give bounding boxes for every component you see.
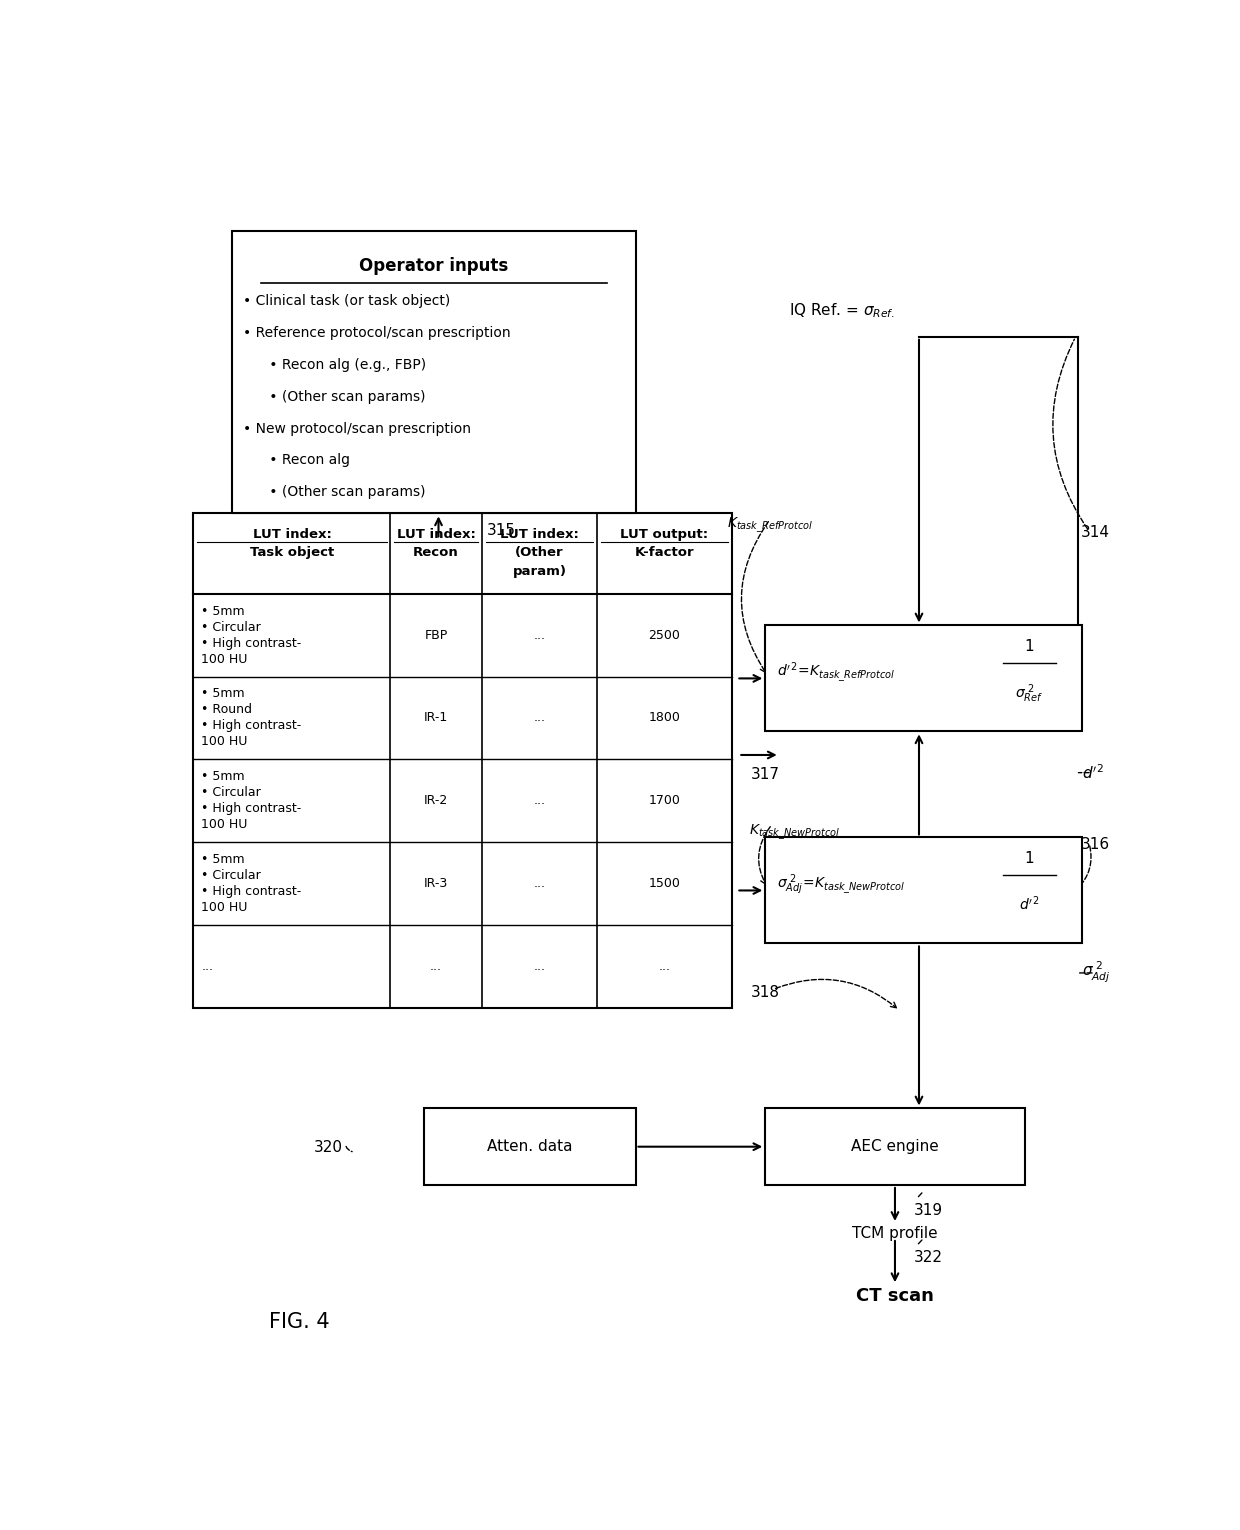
Text: 1800: 1800 [649, 711, 681, 725]
Text: IR-3: IR-3 [424, 877, 448, 890]
Text: TCM profile: TCM profile [852, 1226, 937, 1241]
Text: 1500: 1500 [649, 877, 681, 890]
Text: $\sigma_{Ref}^{\ 2}$: $\sigma_{Ref}^{\ 2}$ [1016, 682, 1044, 704]
Text: $\sigma_{Adj}^{\ 2}$: $\sigma_{Adj}^{\ 2}$ [1083, 961, 1111, 985]
Text: AEC engine: AEC engine [851, 1140, 939, 1154]
Text: LUT output:: LUT output: [620, 528, 708, 540]
Text: IR-1: IR-1 [424, 711, 448, 725]
Text: 1700: 1700 [649, 794, 681, 808]
Text: $\sigma_{Adj}^{\ 2}\!=\!K_{task\_NewProtcol}$: $\sigma_{Adj}^{\ 2}\!=\!K_{task\_NewProt… [776, 872, 905, 897]
Text: • Reference protocol/scan prescription: • Reference protocol/scan prescription [243, 326, 511, 340]
Text: • (Other scan params): • (Other scan params) [243, 485, 425, 499]
Text: Task object: Task object [249, 546, 334, 560]
Text: • (Other scan params): • (Other scan params) [243, 390, 425, 404]
Text: $d'^2\!=\!K_{task\_RefProtcol}$: $d'^2\!=\!K_{task\_RefProtcol}$ [776, 661, 895, 684]
Text: 320: 320 [314, 1140, 342, 1155]
Text: Recon: Recon [413, 546, 459, 560]
FancyBboxPatch shape [765, 837, 1083, 944]
Text: $K_{task\_RefProtcol}$: $K_{task\_RefProtcol}$ [727, 516, 813, 536]
Text: • 5mm
• Circular
• High contrast-
100 HU: • 5mm • Circular • High contrast- 100 HU [201, 854, 301, 915]
Text: Operator inputs: Operator inputs [360, 257, 508, 275]
Text: • Recon alg (e.g., FBP): • Recon alg (e.g., FBP) [243, 358, 427, 372]
Text: CT scan: CT scan [856, 1287, 934, 1305]
Text: 315: 315 [486, 523, 516, 539]
Text: (Other: (Other [515, 546, 564, 560]
Text: 319: 319 [914, 1203, 944, 1218]
Text: 1: 1 [1024, 638, 1034, 653]
Text: 318: 318 [751, 985, 780, 999]
FancyBboxPatch shape [765, 626, 1083, 731]
Text: • 5mm
• Round
• High contrast-
100 HU: • 5mm • Round • High contrast- 100 HU [201, 687, 301, 748]
Text: ...: ... [658, 961, 671, 973]
Text: ...: ... [533, 629, 546, 641]
Text: IQ Ref. = $\sigma_{Ref.}$: IQ Ref. = $\sigma_{Ref.}$ [789, 301, 895, 320]
Text: ...: ... [201, 961, 213, 973]
Text: • Clinical task (or task object): • Clinical task (or task object) [243, 294, 450, 309]
Text: $d'^2$: $d'^2$ [1019, 894, 1039, 912]
Text: IR-2: IR-2 [424, 794, 448, 808]
FancyBboxPatch shape [765, 1108, 1024, 1184]
FancyBboxPatch shape [424, 1108, 635, 1184]
FancyBboxPatch shape [193, 514, 732, 1008]
Text: LUT index:: LUT index: [500, 528, 579, 540]
Text: FIG. 4: FIG. 4 [269, 1313, 330, 1333]
Text: 1: 1 [1024, 851, 1034, 866]
Text: FBP: FBP [424, 629, 448, 641]
Text: • New protocol/scan prescription: • New protocol/scan prescription [243, 422, 471, 436]
Text: $K_{task\_NewProtcol}$: $K_{task\_NewProtcol}$ [749, 822, 839, 842]
Text: LUT index:: LUT index: [253, 528, 331, 540]
Text: LUT index:: LUT index: [397, 528, 475, 540]
Text: Atten. data: Atten. data [487, 1140, 573, 1154]
Text: 317: 317 [751, 767, 780, 782]
Text: 316: 316 [1080, 837, 1110, 852]
Text: param): param) [512, 565, 567, 578]
Text: ...: ... [533, 711, 546, 725]
FancyBboxPatch shape [232, 231, 635, 514]
Text: $d'^2$: $d'^2$ [1083, 763, 1105, 782]
Text: • 5mm
• Circular
• High contrast-
100 HU: • 5mm • Circular • High contrast- 100 HU [201, 604, 301, 666]
Text: 322: 322 [914, 1250, 944, 1265]
Text: ...: ... [533, 794, 546, 808]
Text: ...: ... [533, 961, 546, 973]
Text: ...: ... [533, 877, 546, 890]
Text: 2500: 2500 [649, 629, 681, 641]
Text: 314: 314 [1080, 525, 1110, 540]
Text: K-factor: K-factor [635, 546, 694, 560]
Text: ...: ... [430, 961, 443, 973]
Text: • Recon alg: • Recon alg [243, 453, 351, 467]
Text: • 5mm
• Circular
• High contrast-
100 HU: • 5mm • Circular • High contrast- 100 HU [201, 771, 301, 831]
